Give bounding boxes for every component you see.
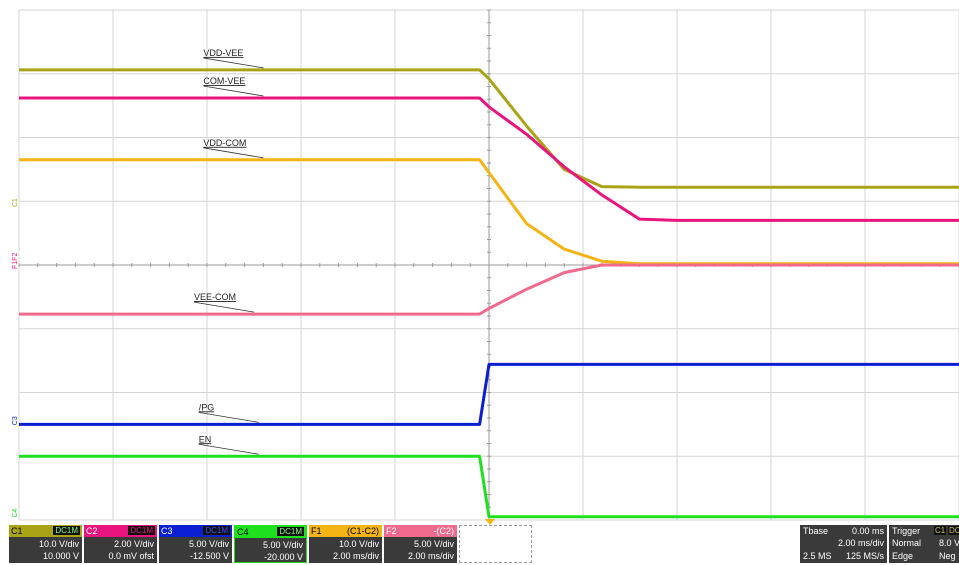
channel-name: C1 [11,526,23,536]
trace-vee-com [19,263,959,316]
trace-label: EN [199,434,212,444]
time-per-div: 2.00 ms/div [332,551,379,561]
sample-count: 2.5 MS [803,551,832,561]
trigger-label: Trigger [892,526,921,536]
coupling-badge: DC1M [203,526,230,535]
volts-per-div: 2.00 V/div [113,539,154,549]
channel-box-c3[interactable]: C3 DC1M 5.00 V/div -12.500 V [159,525,232,563]
math-expression: (C1-C2) [346,526,379,536]
channel-name: F1 [311,526,322,536]
trigger-box[interactable]: Trigger C1 DC Normal 8.0 V Edge Neg [889,525,959,563]
channel-box-c2[interactable]: C2 DC1M 2.00 V/div 0.0 mV ofst [84,525,157,563]
trigger-mode: Normal [892,538,922,548]
trigger-source: C1 [934,526,947,535]
timebase-box[interactable]: Tbase 0.00 ms 2.00 ms/div 2.5 MS 125 MS/… [800,525,887,563]
trace-label: VDD-VEE [203,48,243,58]
timebase-label: Tbase [803,526,829,536]
scope-plot: VDD-VEE COM-VEE VDD-COM VEE-COM/PG EN C1 F1F2… [12,9,959,525]
trigger-slope: Neg [939,551,956,561]
time-per-div: 2.00 ms/div [407,551,454,561]
channel-marker: C3 [12,416,19,425]
label-leader-line [203,85,264,97]
trace-label: /PG [199,402,215,412]
trace-labels: VDD-VEE COM-VEE VDD-COM VEE-COM/PG EN [193,48,264,455]
offset: -20.000 V [263,552,303,562]
coupling-badge: DC1M [53,526,80,535]
trace-label: VEE-COM [194,292,236,302]
channel-box-f1[interactable]: F1 (C1-C2) 10.0 V/div 2.00 ms/div [309,525,382,563]
trigger-time-marker [485,519,495,525]
trace-en [19,454,959,519]
trigger-type: Edge [892,551,914,561]
channel-name: C4 [237,527,249,537]
coupling-badge: DC1M [277,527,304,536]
trace-com-vee [19,96,959,222]
trigger-level: 8.0 V [939,538,959,548]
empty-channel-slot[interactable] [459,525,532,563]
channel-marker: F1F2 [12,253,19,269]
timebase-offset: 0.00 ms [851,526,884,536]
volts-per-div: 5.00 V/div [262,540,303,550]
trace-vdd-vee [19,68,959,189]
coupling-badge: DC1M [128,526,155,535]
offset: -12.500 V [189,551,229,561]
volts-per-div: 5.00 V/div [188,539,229,549]
volts-per-div: 5.00 V/div [413,539,454,549]
label-leader-line [198,411,259,423]
volts-per-div: 10.0 V/div [38,539,79,549]
math-expression: -(C2) [433,526,455,536]
trace-label: VDD-COM [203,138,246,148]
channel-name: F2 [386,526,397,536]
label-leader-line [203,57,264,69]
offset: 10.000 V [42,551,79,561]
label-leader-line [203,147,264,159]
channel-box-c1[interactable]: C1 DC1M 10.0 V/div 10.000 V [9,525,82,563]
volts-per-div: 10.0 V/div [338,539,379,549]
trace-label: COM-VEE [203,76,245,86]
offset: 0.0 mV ofst [108,551,154,561]
channel-marker: C4 [12,509,19,518]
sample-rate: 125 MS/s [845,551,884,561]
label-leader-line [193,301,255,313]
channel-marker: C1 [12,198,19,207]
traces [19,68,959,519]
channel-box-f2[interactable]: F2 -(C2) 5.00 V/div 2.00 ms/div [384,525,457,563]
trace-pg [19,362,959,426]
timebase-rate: 2.00 ms/div [800,537,887,550]
label-leader-line [198,443,259,455]
channel-box-c4[interactable]: C4 DC1M 5.00 V/div -20.000 V [234,525,307,563]
channel-name: C3 [161,526,173,536]
channel-markers: C1 F1F2 C3 C4 [12,198,19,518]
trigger-coupling: DC [948,526,959,535]
channel-name: C2 [86,526,98,536]
